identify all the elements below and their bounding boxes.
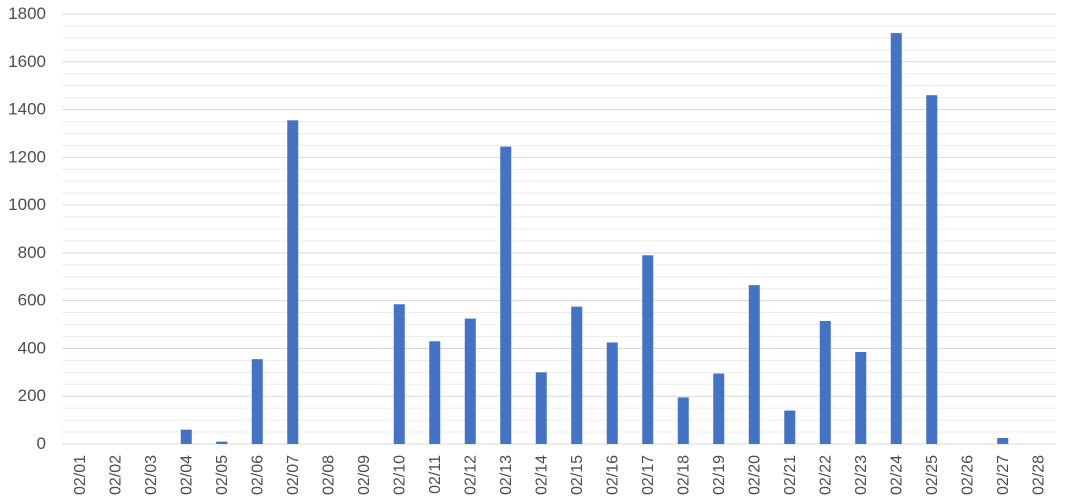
svg-text:1000: 1000 bbox=[8, 195, 46, 214]
svg-text:800: 800 bbox=[18, 243, 46, 262]
svg-text:02/28: 02/28 bbox=[1030, 455, 1047, 495]
svg-text:200: 200 bbox=[18, 386, 46, 405]
svg-text:02/24: 02/24 bbox=[888, 455, 905, 495]
svg-text:1400: 1400 bbox=[8, 100, 46, 119]
svg-text:600: 600 bbox=[18, 291, 46, 310]
svg-text:02/19: 02/19 bbox=[711, 455, 728, 495]
svg-text:02/07: 02/07 bbox=[285, 455, 302, 495]
svg-text:02/17: 02/17 bbox=[640, 455, 657, 495]
svg-text:02/10: 02/10 bbox=[391, 455, 408, 495]
svg-text:02/20: 02/20 bbox=[746, 455, 763, 495]
svg-text:02/02: 02/02 bbox=[107, 455, 124, 495]
svg-text:0: 0 bbox=[37, 434, 46, 453]
svg-text:02/26: 02/26 bbox=[959, 455, 976, 495]
svg-text:400: 400 bbox=[18, 338, 46, 357]
svg-text:1200: 1200 bbox=[8, 147, 46, 166]
svg-text:02/12: 02/12 bbox=[462, 455, 479, 495]
svg-text:02/01: 02/01 bbox=[72, 455, 89, 495]
svg-text:02/15: 02/15 bbox=[569, 455, 586, 495]
svg-text:02/04: 02/04 bbox=[178, 455, 195, 495]
svg-text:02/03: 02/03 bbox=[143, 455, 160, 495]
svg-text:02/27: 02/27 bbox=[995, 455, 1012, 495]
svg-text:02/09: 02/09 bbox=[356, 455, 373, 495]
svg-text:02/05: 02/05 bbox=[214, 455, 231, 495]
svg-text:1600: 1600 bbox=[8, 52, 46, 71]
svg-text:02/16: 02/16 bbox=[604, 455, 621, 495]
svg-text:02/22: 02/22 bbox=[817, 455, 834, 495]
svg-text:02/13: 02/13 bbox=[498, 455, 515, 495]
svg-text:02/06: 02/06 bbox=[249, 455, 266, 495]
svg-text:02/11: 02/11 bbox=[427, 455, 444, 494]
svg-text:02/08: 02/08 bbox=[320, 455, 337, 495]
svg-text:02/14: 02/14 bbox=[533, 455, 550, 495]
svg-text:02/21: 02/21 bbox=[782, 455, 799, 495]
svg-text:1800: 1800 bbox=[8, 4, 46, 23]
svg-text:02/23: 02/23 bbox=[853, 455, 870, 495]
svg-text:02/18: 02/18 bbox=[675, 455, 692, 495]
svg-text:02/25: 02/25 bbox=[924, 455, 941, 495]
